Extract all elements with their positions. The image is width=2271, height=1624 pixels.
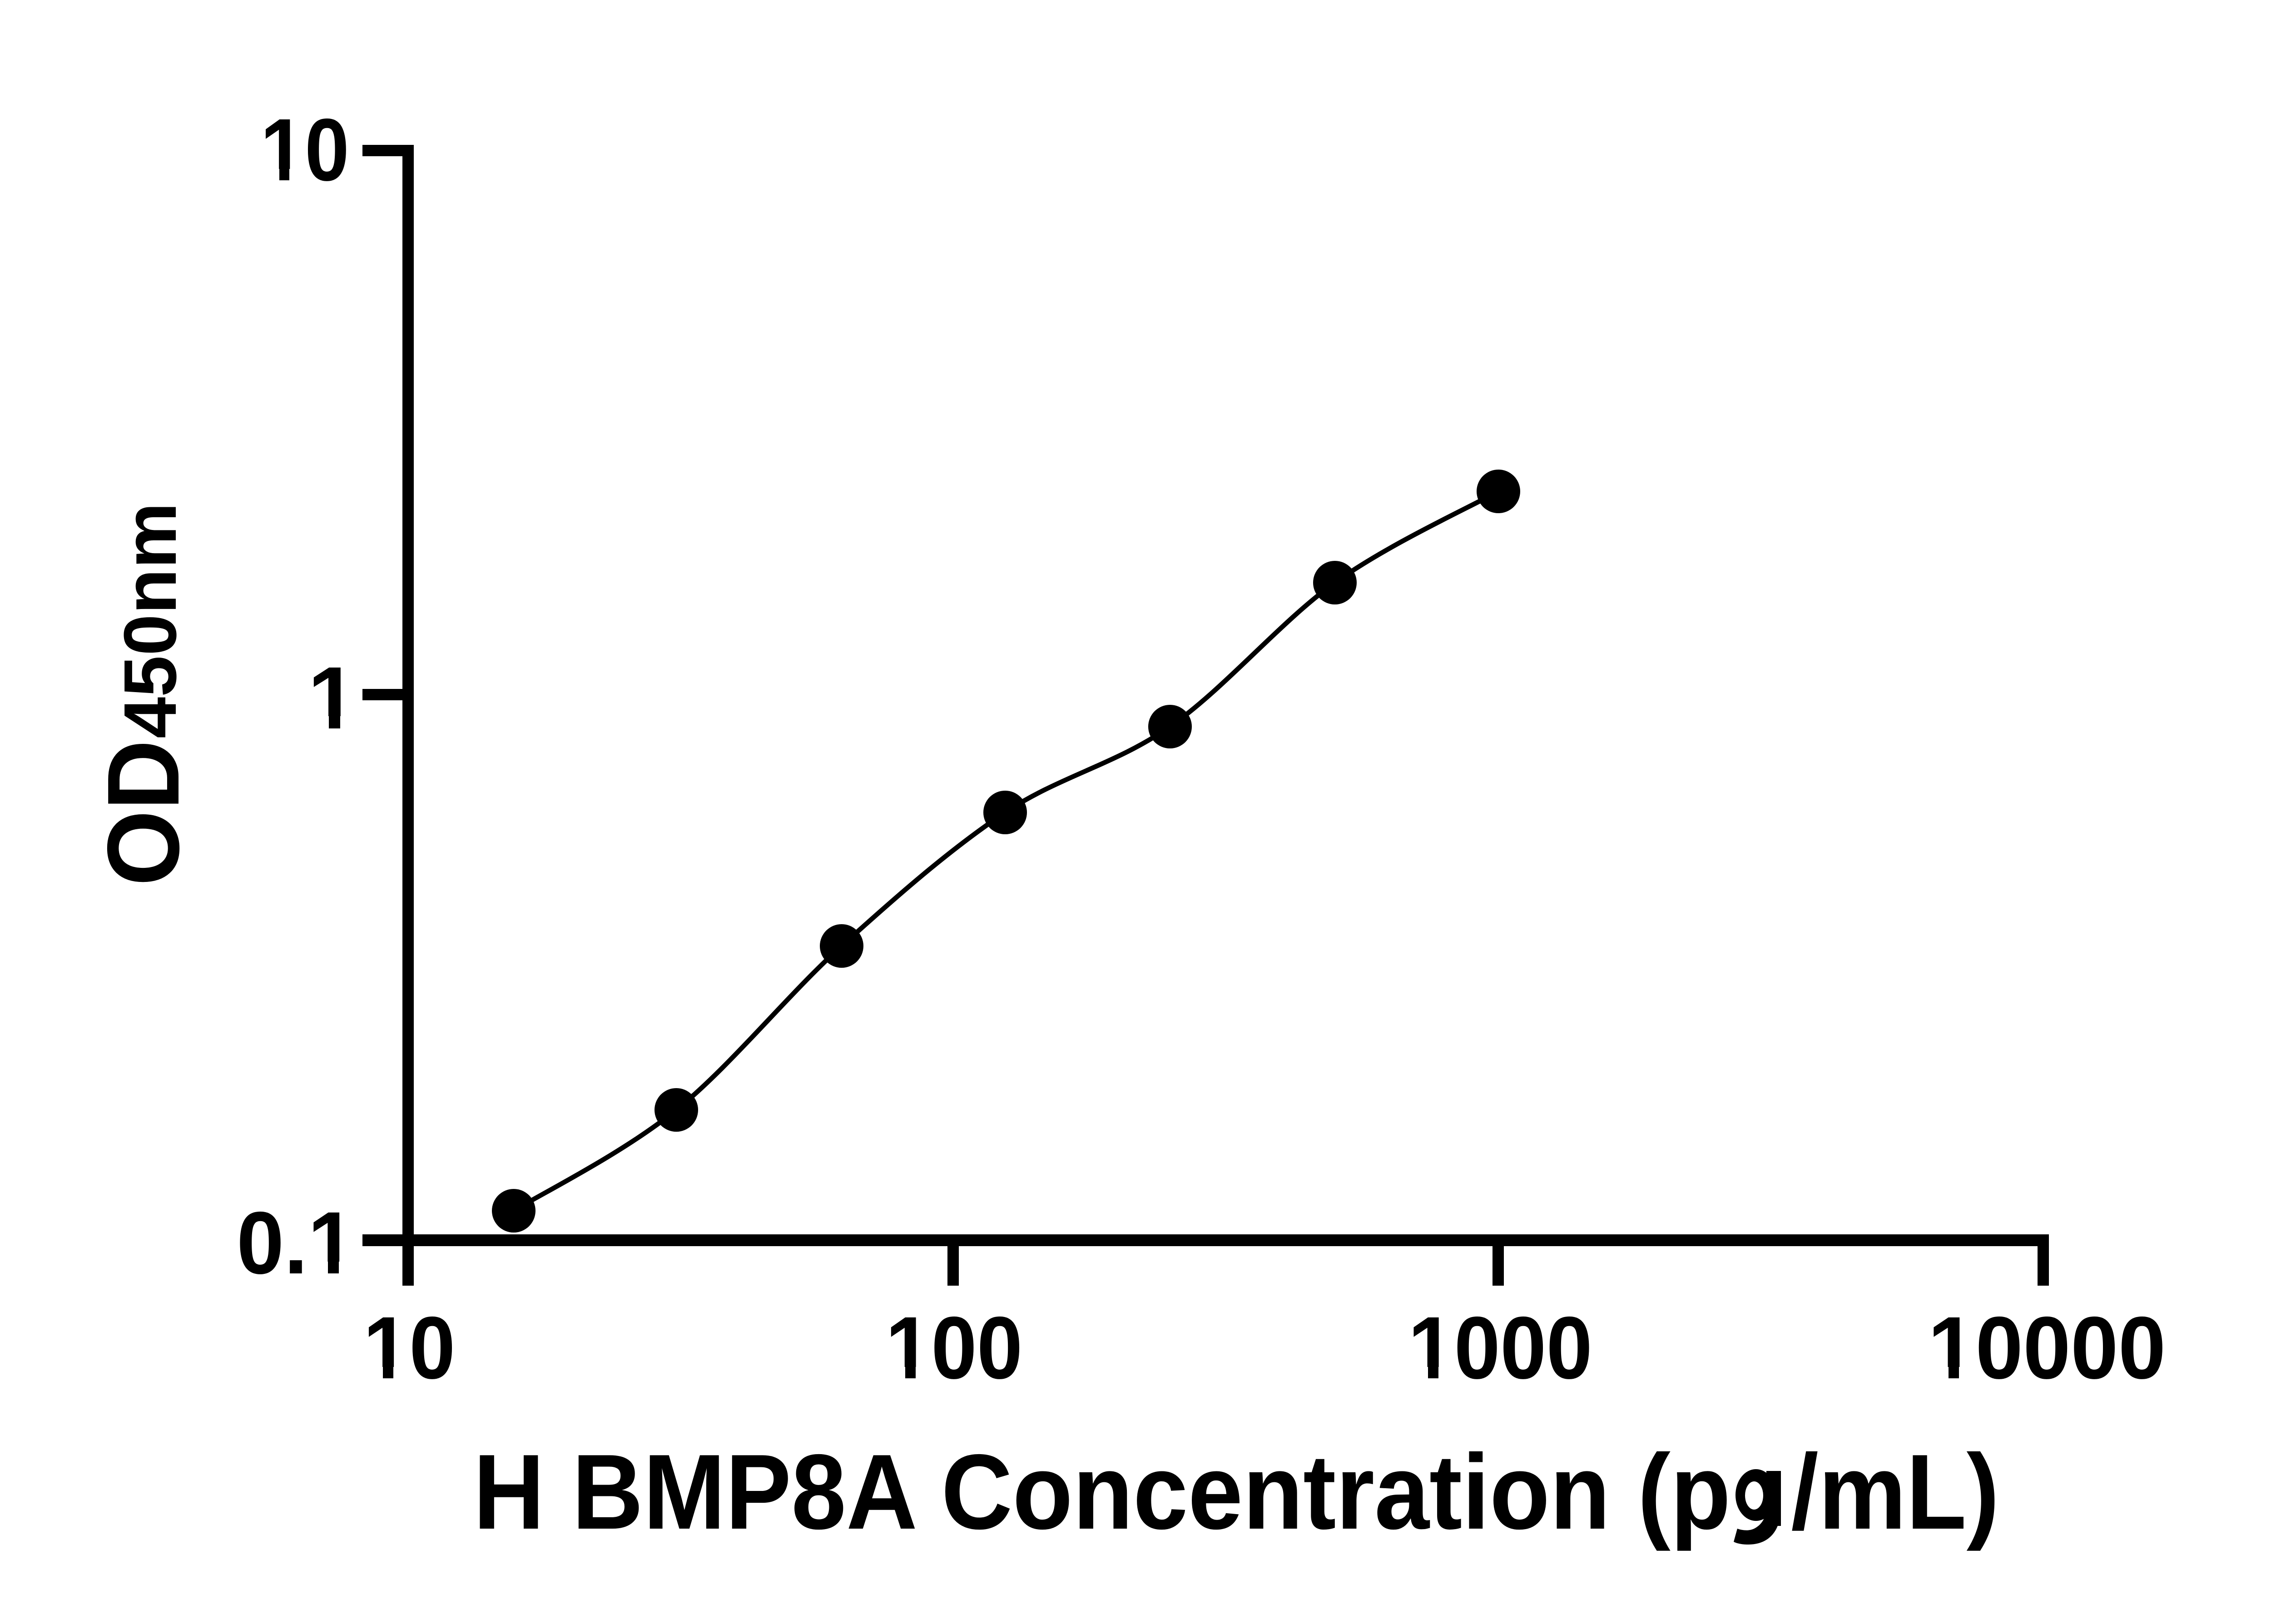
svg-text:1000: 1000	[1408, 1298, 1592, 1397]
svg-text:0.1: 0.1	[237, 1193, 355, 1292]
svg-text:450nm: 450nm	[109, 502, 192, 738]
svg-text:1: 1	[308, 649, 357, 748]
svg-text:OD: OD	[86, 740, 200, 886]
svg-text:100: 100	[886, 1298, 1023, 1397]
svg-text:10: 10	[363, 1298, 456, 1397]
svg-text:10000: 10000	[1928, 1298, 2166, 1397]
svg-text:10: 10	[260, 100, 349, 199]
